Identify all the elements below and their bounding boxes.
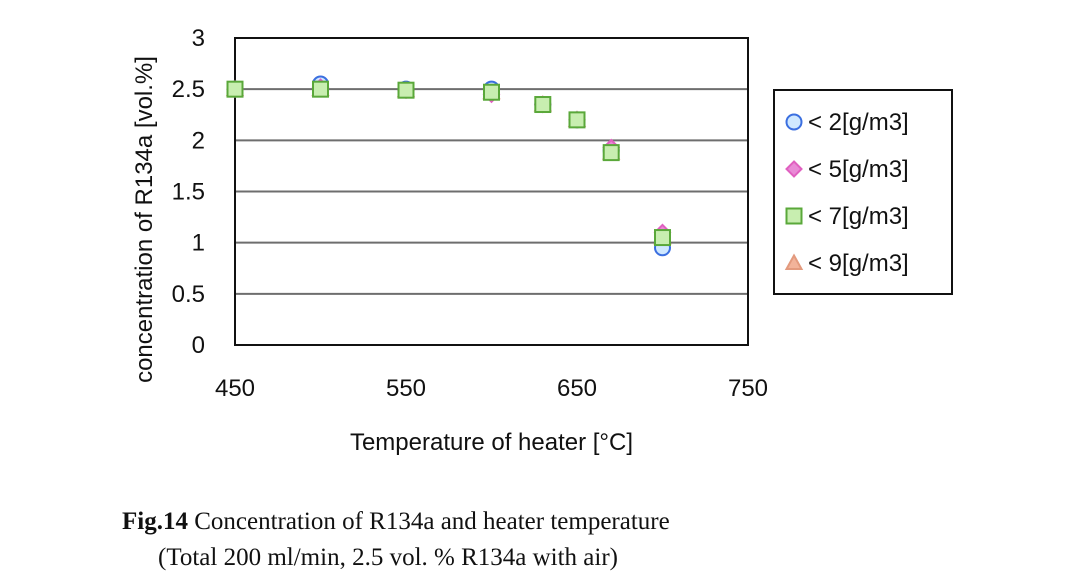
- legend-marker-square: [785, 207, 803, 225]
- y-tick-label: 0.5: [172, 281, 205, 308]
- legend-marker-circle: [785, 113, 803, 131]
- data-point-square: [568, 111, 586, 129]
- legend-box: [773, 89, 953, 295]
- chart: 0 0.5 1 1.5 2 2.5 3 450 550 650 750 concentration…: [131, 25, 953, 456]
- figure-caption-text: Concentration of R134a and heater temper…: [187, 508, 670, 535]
- legend: < 2[g/m3] < 5[g/m3] < 7[g/m3] < 9[g/m3]: [773, 89, 953, 295]
- figure-caption-line2: (Total 200 ml/min, 2.5 vol. % R134a with…: [158, 544, 618, 571]
- data-point-square: [312, 80, 329, 98]
- x-tick-label: 450: [215, 375, 255, 402]
- x-tick-label: 650: [557, 375, 597, 402]
- legend-entry: < 2[g/m3]: [808, 109, 909, 136]
- data-point-square: [226, 80, 244, 98]
- y-tick-label: 0: [192, 332, 205, 359]
- legend-entry: < 9[g/m3]: [808, 250, 909, 277]
- figure-label: Fig.14: [122, 508, 188, 535]
- data-point-square: [602, 144, 620, 162]
- data-point-square: [534, 96, 552, 114]
- x-axis-ticks: 450 550 650 750: [215, 375, 768, 402]
- y-tick-label: 1.5: [172, 179, 205, 206]
- legend-marker-triangle: [784, 253, 804, 270]
- legend-entry: < 7[g/m3]: [808, 203, 909, 230]
- plot-area: [234, 37, 749, 346]
- data-point-square: [397, 81, 415, 99]
- data-point-square: [654, 229, 671, 247]
- y-tick-label: 2: [192, 127, 205, 154]
- x-axis-title: Temperature of heater [°C]: [350, 429, 633, 456]
- y-tick-label: 2.5: [172, 76, 205, 103]
- x-tick-label: 750: [728, 375, 768, 402]
- y-axis-title: concentration of R134a [vol.%]: [131, 56, 158, 383]
- legend-entry: < 5[g/m3]: [808, 156, 909, 183]
- data-point-square: [483, 83, 500, 101]
- x-tick-label: 550: [386, 375, 426, 402]
- gridlines: [235, 88, 748, 295]
- y-tick-label: 1: [192, 230, 205, 257]
- figure-caption: Fig.14 Concentration of R134a and heater…: [122, 508, 670, 536]
- legend-marker-diamond: [785, 160, 803, 178]
- data-points: [225, 75, 672, 257]
- y-axis-ticks: 0 0.5 1 1.5 2 2.5 3: [172, 25, 205, 359]
- y-tick-label: 3: [192, 25, 205, 52]
